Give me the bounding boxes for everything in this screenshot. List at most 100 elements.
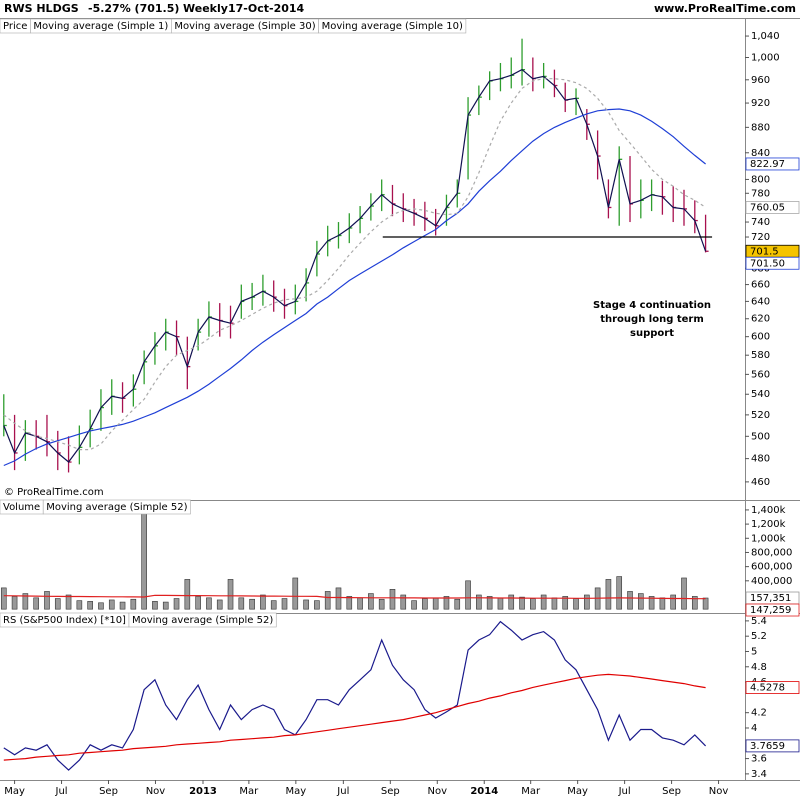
volume-bar	[195, 596, 201, 610]
site: www.ProRealTime.com	[654, 2, 796, 15]
volume-bar	[119, 601, 126, 610]
volume-bar	[648, 596, 655, 610]
y-tick-label: 540	[751, 389, 770, 400]
y-tick-label: 920	[751, 98, 770, 109]
y-tick-label: 600,000	[751, 562, 792, 573]
y-tick-label: 780	[751, 188, 770, 199]
volume-bar	[486, 596, 493, 610]
volume-bar	[573, 598, 579, 610]
x-tick-label: Mar	[521, 786, 541, 797]
x-tick-label: Sep	[381, 786, 400, 797]
y-tick-label: 1,040	[751, 31, 780, 42]
y-tick-label: 620	[751, 314, 770, 325]
volume-bar	[432, 597, 439, 610]
y-tick-label: 5	[751, 646, 757, 657]
volume-bar	[65, 594, 72, 610]
volume-bar	[270, 600, 277, 610]
series-line	[3, 620, 707, 771]
volume-bar	[44, 591, 50, 610]
volume-bar	[33, 597, 39, 610]
legend-box	[42, 499, 191, 515]
volume-bar	[616, 576, 623, 610]
x-tick-label: Jul	[618, 786, 631, 797]
series-line	[3, 108, 706, 467]
y-tick-label: 840	[751, 148, 770, 159]
y-tick-label: 460	[751, 477, 770, 488]
x-tick-label: May	[567, 786, 588, 797]
annotation: support	[630, 328, 674, 339]
annotation: through long term	[600, 314, 704, 325]
volume-bar	[303, 599, 309, 610]
symbol: RWS HLDGS	[4, 2, 79, 15]
series-line	[3, 594, 706, 600]
x-tick-label: Jul	[55, 786, 68, 797]
volume-bar	[497, 597, 504, 610]
value-marker	[745, 256, 800, 270]
volume-bar	[681, 577, 687, 610]
period: Weekly	[183, 2, 228, 15]
volume-bar	[216, 599, 223, 610]
volume-bar	[152, 601, 158, 610]
value-marker	[745, 201, 800, 214]
volume-bar	[314, 600, 320, 610]
x-tick-label: 2014	[470, 786, 498, 797]
annotation: Stage 4 continuation	[593, 300, 711, 311]
volume-bar	[659, 597, 666, 610]
volume-bar	[638, 593, 644, 610]
legend-label: Moving average (Simple 52)	[46, 502, 187, 513]
y-tick-label: 720	[751, 232, 770, 243]
volume-bar	[605, 579, 612, 610]
x-tick-label: 2013	[189, 786, 217, 797]
legend-label: Moving average (Simple 52)	[132, 615, 273, 626]
volume-bar	[530, 598, 536, 610]
volume-bar	[551, 597, 558, 610]
y-tick-label: 400,000	[751, 576, 792, 587]
y-tick-label: 1,000	[751, 52, 780, 63]
watermark: © ProRealTime.com	[4, 487, 104, 498]
value-marker-label: 3.7659	[750, 741, 785, 752]
volume-bar	[335, 587, 342, 610]
volume-bar	[454, 598, 461, 610]
volume-bar	[670, 594, 676, 610]
value-marker-label: 4.5278	[750, 683, 785, 694]
volume-bar	[476, 594, 482, 610]
volume-bar	[368, 593, 374, 610]
volume-bar	[702, 597, 709, 610]
volume-bar	[389, 589, 396, 610]
y-tick-label: 1,200k	[751, 519, 786, 530]
volume-bar	[249, 598, 255, 610]
series-line	[3, 68, 707, 463]
volume-bar	[184, 579, 191, 610]
volume-bar	[87, 601, 93, 610]
volume-bar	[627, 591, 633, 610]
y-tick-label: 800	[751, 174, 770, 185]
y-tick-label: 3.6	[751, 754, 767, 765]
value-marker	[745, 739, 800, 753]
y-tick-label: 480	[751, 454, 770, 465]
y-tick-label: 5.2	[751, 631, 767, 642]
volume-bar	[238, 597, 245, 610]
volume-bar	[584, 594, 590, 610]
y-tick-label: 1,400k	[751, 505, 786, 516]
volume-bar	[108, 599, 115, 610]
volume-bar	[54, 598, 61, 610]
volume-bar	[162, 601, 169, 610]
volume-bar	[324, 591, 331, 610]
x-tick-label: May	[4, 786, 25, 797]
volume-bar	[357, 597, 363, 610]
volume-bar	[422, 598, 428, 610]
x-tick-label: Sep	[99, 786, 118, 797]
y-tick-label: 800,000	[751, 547, 792, 558]
value-marker-label: 822.97	[750, 159, 785, 170]
y-tick-label: 740	[751, 217, 770, 228]
y-tick-label: 880	[751, 122, 770, 133]
date: 17-Oct-2014	[228, 2, 305, 15]
volume-bar	[173, 598, 180, 610]
y-tick-label: 3.4	[751, 769, 767, 780]
legend-label: RS (S&P500 Index) [*10]	[3, 615, 126, 626]
legend-label: Moving average (Simple 30)	[174, 21, 315, 32]
y-tick-label: 520	[751, 410, 770, 421]
value-marker	[745, 157, 800, 171]
